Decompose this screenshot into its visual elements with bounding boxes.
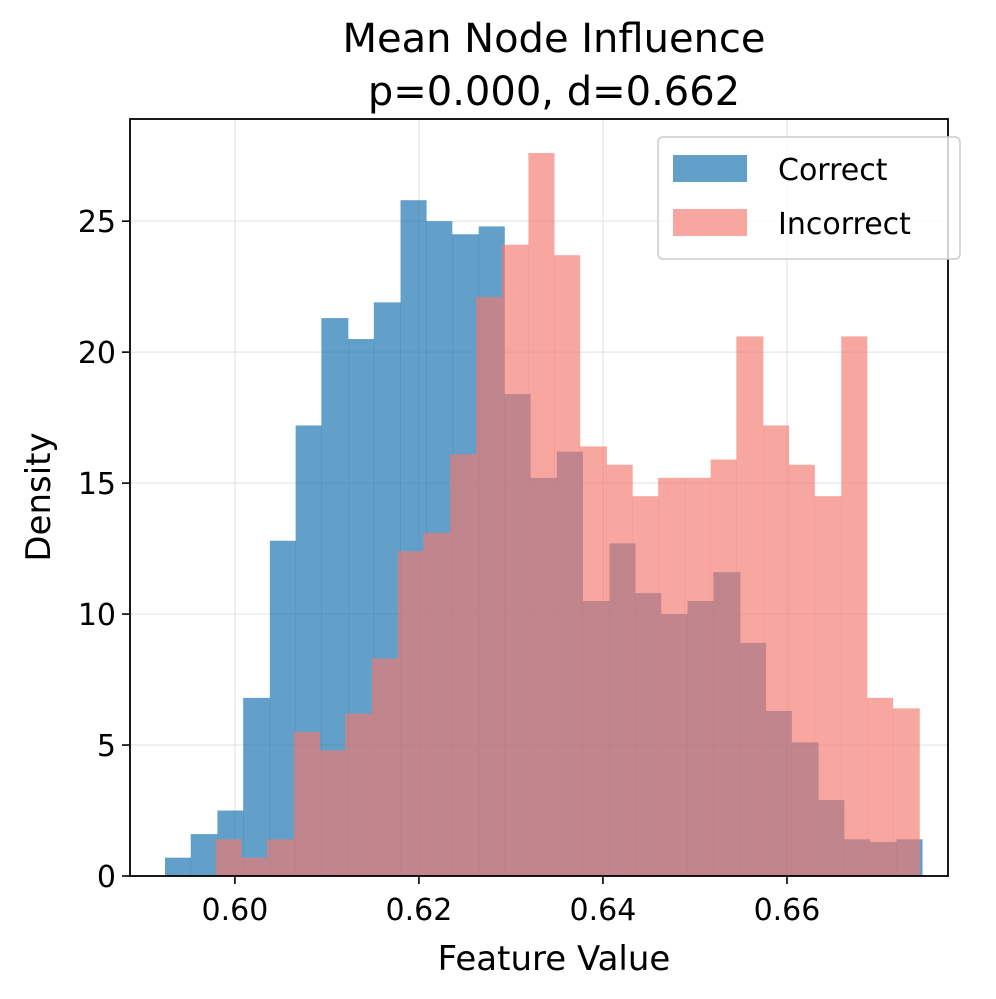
bars — [164, 153, 923, 877]
bar-incorrect — [293, 731, 320, 876]
y-axis-label: Density — [19, 432, 59, 561]
bar-incorrect — [867, 697, 894, 876]
bar-correct — [269, 540, 296, 876]
y-tick-label: 20 — [78, 336, 116, 371]
bar-incorrect — [345, 713, 373, 876]
bar-incorrect — [579, 446, 607, 876]
x-tick-label: 0.62 — [386, 893, 453, 928]
bar-incorrect — [475, 297, 503, 876]
bar-incorrect — [841, 336, 868, 876]
legend-label-incorrect: Incorrect — [778, 207, 911, 242]
bar-incorrect — [371, 658, 399, 876]
bar-incorrect — [814, 496, 842, 876]
bar-incorrect — [397, 551, 424, 876]
bar-incorrect — [528, 153, 555, 877]
bar-incorrect — [423, 532, 451, 876]
bar-correct — [164, 857, 192, 876]
plot-frame — [129, 118, 949, 877]
bar-incorrect — [684, 477, 711, 876]
bar-incorrect — [267, 839, 295, 876]
legend-swatch-correct — [673, 155, 747, 182]
x-tick-label: 0.66 — [754, 893, 821, 928]
bar-incorrect — [606, 464, 633, 876]
legend-swatch-incorrect — [673, 209, 747, 236]
legend: Correct Incorrect — [657, 136, 961, 260]
bar-incorrect — [763, 425, 790, 876]
x-tick-label: 0.64 — [570, 893, 637, 928]
y-tick-label: 15 — [78, 467, 116, 502]
bar-incorrect — [319, 750, 346, 876]
bar-correct — [243, 697, 271, 876]
bar-incorrect — [788, 464, 815, 876]
bar-incorrect — [450, 454, 477, 876]
y-tick-label: 5 — [97, 729, 116, 764]
x-tick-label: 0.60 — [201, 893, 268, 928]
legend-label-correct: Correct — [778, 153, 888, 188]
bar-incorrect — [658, 477, 686, 876]
x-axis-label: Feature Value — [438, 939, 671, 979]
y-tick-label: 25 — [78, 205, 116, 240]
bar-incorrect — [501, 244, 529, 876]
bar-incorrect — [892, 708, 920, 876]
y-tick-label: 0 — [97, 860, 116, 895]
bar-incorrect — [736, 336, 764, 876]
bar-incorrect — [710, 459, 737, 876]
bar-incorrect — [241, 857, 268, 876]
chart-title: Mean Node Influence — [342, 16, 765, 62]
series-incorrect — [215, 153, 920, 877]
bar-correct — [190, 834, 218, 876]
bar-incorrect — [632, 496, 659, 876]
axis-ticks: 0.60 0.62 0.64 0.66 0 5 10 15 20 25 — [78, 205, 821, 928]
bar-incorrect — [215, 839, 242, 876]
chart-subtitle: p=0.000, d=0.662 — [368, 69, 740, 115]
bar-incorrect — [554, 255, 581, 876]
y-tick-label: 10 — [78, 598, 116, 633]
